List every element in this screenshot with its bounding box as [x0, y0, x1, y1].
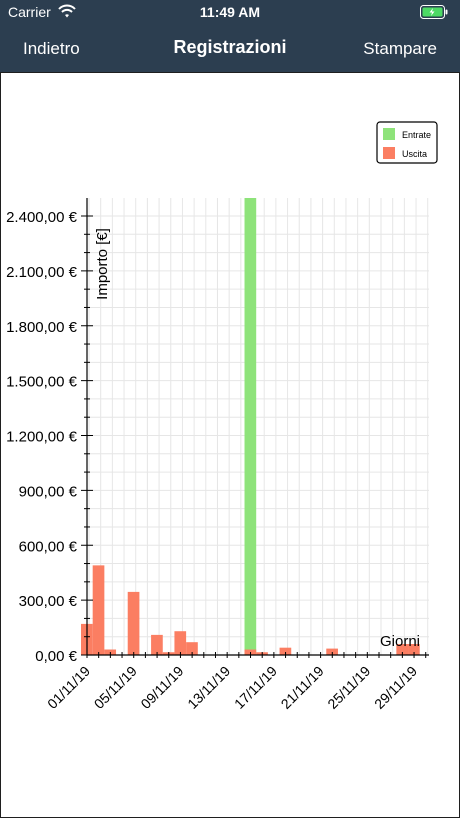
y-tick-label: 2.400,00 €: [6, 209, 78, 226]
bar: [127, 591, 140, 655]
y-tick-label: 2.100,00 €: [6, 264, 78, 281]
y-tick-label: 1.800,00 €: [6, 319, 78, 336]
bar: [244, 198, 257, 655]
bar: [92, 565, 105, 655]
carrier-label: Carrier: [8, 4, 51, 20]
x-tick-label: 17/11/19: [231, 663, 280, 712]
status-time: 11:49 AM: [199, 4, 261, 20]
x-tick-label: 21/11/19: [278, 663, 327, 712]
bar: [408, 644, 420, 655]
y-tick-label: 1.500,00 €: [6, 374, 78, 391]
bar-chart: 0,00 € 300,00 € 600,00 € 900,00 € 1.200,00 €…: [6, 121, 438, 712]
navigation-bar: Indietro Registrazioni Stampare: [0, 26, 460, 72]
x-tick-label: 13/11/19: [184, 663, 233, 712]
bar: [279, 647, 292, 655]
status-bar: Carrier 11:49 AM: [0, 0, 460, 26]
chart-container: 0,00 € 300,00 € 600,00 € 900,00 € 1.200,00 €…: [0, 72, 460, 818]
bar: [326, 648, 338, 655]
y-tick-label: 0,00 €: [35, 648, 77, 665]
back-button[interactable]: Indietro: [23, 39, 80, 58]
x-tick-label: 25/11/19: [324, 663, 373, 712]
x-axis-label: Giorni: [380, 633, 420, 650]
legend-label: Entrate: [402, 130, 431, 140]
y-tick-label: 900,00 €: [19, 483, 78, 500]
x-tick-label: 01/11/19: [44, 663, 93, 712]
y-axis-label: Importo [€]: [94, 228, 111, 300]
wifi-icon: [58, 3, 76, 24]
legend-swatch: [383, 128, 395, 140]
y-tick-label: 300,00 €: [19, 593, 78, 610]
x-tick-label: 29/11/19: [371, 663, 420, 712]
legend-label: Uscita: [402, 149, 427, 159]
bar: [186, 642, 198, 655]
y-tick-label: 1.200,00 €: [6, 429, 78, 446]
x-tick-label: 05/11/19: [91, 663, 140, 712]
bar: [151, 634, 163, 655]
print-button[interactable]: Stampare: [363, 39, 437, 58]
page-title: Registrazioni: [173, 37, 287, 57]
y-tick-label: 600,00 €: [19, 538, 78, 555]
legend-swatch: [383, 147, 395, 159]
battery-icon: [420, 5, 448, 24]
x-tick-label: 09/11/19: [137, 663, 186, 712]
bar: [174, 631, 187, 655]
bar: [396, 644, 409, 655]
